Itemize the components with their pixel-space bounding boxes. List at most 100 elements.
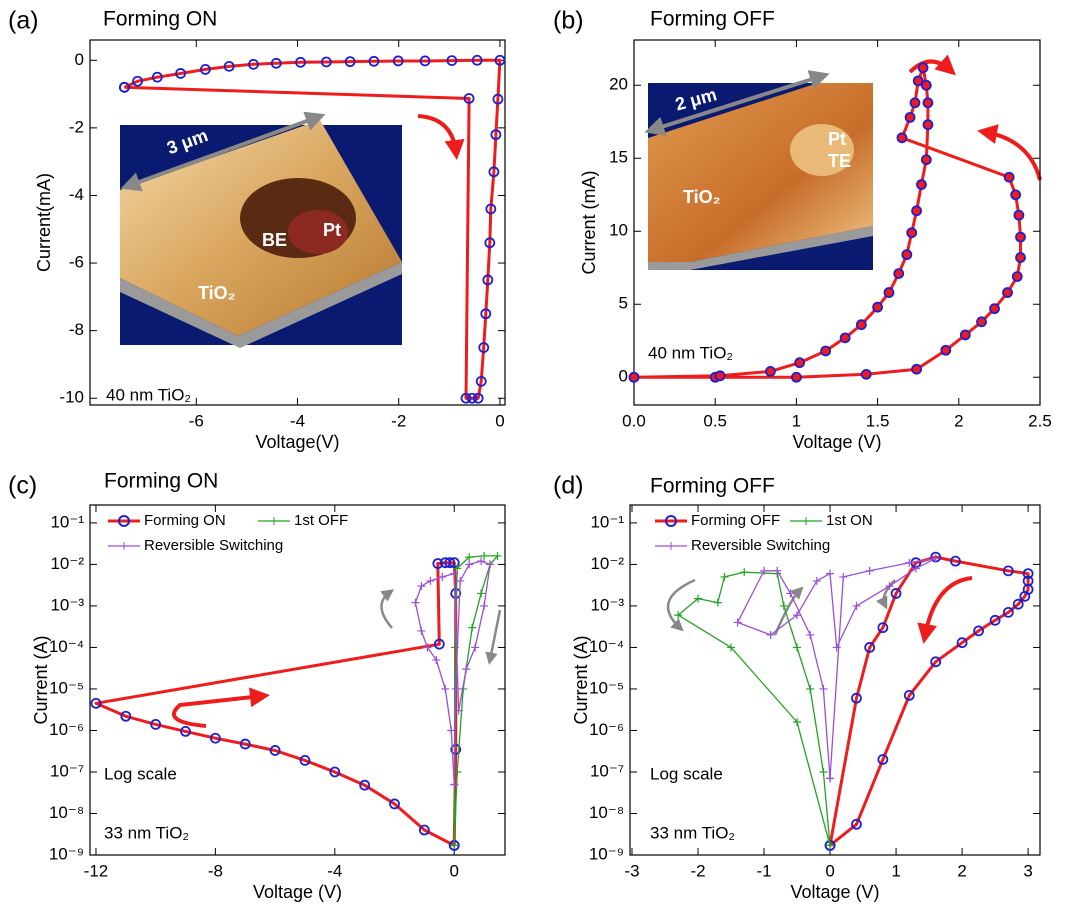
annotation: 40 nm TiO₂ bbox=[648, 343, 733, 362]
x-tick-label: 0.0 bbox=[622, 411, 646, 430]
y-axis-label: Current (A) bbox=[31, 635, 51, 724]
data-line bbox=[738, 558, 936, 778]
data-point bbox=[1016, 233, 1025, 242]
y-tick-label: 10⁻⁷ bbox=[50, 761, 84, 780]
data-point bbox=[906, 113, 915, 122]
y-tick-label: 10⁻⁶ bbox=[49, 720, 84, 739]
data-point bbox=[941, 346, 950, 355]
data-point bbox=[426, 577, 434, 585]
x-tick-label: 0 bbox=[450, 861, 459, 880]
y-axis-label: Current (A) bbox=[571, 635, 591, 724]
data-point bbox=[961, 330, 970, 339]
data-point bbox=[819, 685, 827, 693]
legend-label: Reversible Switching bbox=[691, 537, 830, 554]
x-axis-label: Voltage (V) bbox=[792, 432, 881, 452]
x-tick-label: 3 bbox=[1023, 861, 1032, 880]
panel-title: Forming ON bbox=[104, 470, 218, 493]
x-tick-label: 1 bbox=[891, 861, 900, 880]
data-point bbox=[477, 589, 485, 597]
data-point bbox=[1003, 288, 1012, 297]
data-point bbox=[852, 602, 860, 610]
x-tick-label: 0 bbox=[495, 411, 504, 430]
y-tick-label: 10⁻⁸ bbox=[49, 803, 84, 822]
legend-label: Reversible Switching bbox=[144, 537, 283, 554]
panel-label: (c) bbox=[8, 472, 37, 500]
y-tick-label: 10⁻¹ bbox=[590, 512, 624, 531]
data-point bbox=[1016, 253, 1025, 262]
data-point bbox=[740, 568, 748, 576]
data-point bbox=[1005, 173, 1014, 182]
x-tick-label: 2 bbox=[957, 861, 966, 880]
x-tick-label: -12 bbox=[84, 861, 109, 880]
data-point bbox=[821, 346, 830, 355]
panel-label: (a) bbox=[8, 7, 39, 35]
data-point bbox=[468, 624, 476, 632]
data-point bbox=[923, 120, 932, 129]
data-point bbox=[720, 573, 728, 581]
y-tick-label: 10⁻³ bbox=[590, 595, 624, 614]
y-tick-label: 10⁻⁹ bbox=[49, 844, 84, 863]
data-point bbox=[839, 573, 847, 581]
data-point bbox=[806, 631, 814, 639]
annotation: Log scale bbox=[650, 764, 723, 783]
data-point bbox=[793, 643, 801, 651]
figure: (a)Forming ONVoltage(V)Current(mA)-6-4-2… bbox=[0, 0, 1074, 913]
data-point bbox=[795, 358, 804, 367]
data-point bbox=[866, 567, 874, 575]
data-point bbox=[912, 206, 921, 215]
y-axis-label: Current(mA) bbox=[34, 173, 54, 272]
data-point bbox=[897, 133, 906, 142]
panel-title: Forming ON bbox=[103, 8, 217, 31]
data-point bbox=[462, 665, 470, 673]
annotation: Log scale bbox=[104, 764, 177, 783]
x-tick-label: -4 bbox=[290, 411, 305, 430]
data-point bbox=[471, 643, 479, 651]
y-tick-label: 10⁻³ bbox=[50, 595, 84, 614]
data-point bbox=[857, 320, 866, 329]
data-point bbox=[907, 228, 916, 237]
data-point bbox=[922, 81, 931, 90]
y-tick-label: 10⁻⁴ bbox=[49, 637, 84, 656]
y-axis-label: Current (mA) bbox=[579, 170, 599, 274]
data-point bbox=[480, 602, 488, 610]
x-tick-label: 2.5 bbox=[1028, 411, 1052, 430]
data-point bbox=[922, 155, 931, 164]
y-tick-label: -10 bbox=[59, 388, 84, 407]
x-tick-label: -2 bbox=[690, 861, 705, 880]
x-axis-label: Voltage (V) bbox=[790, 882, 879, 902]
x-tick-label: 0 bbox=[825, 861, 834, 880]
data-point bbox=[786, 589, 794, 597]
y-tick-label: 0 bbox=[619, 367, 628, 386]
data-point bbox=[977, 317, 986, 326]
data-point bbox=[910, 98, 919, 107]
legend-swatch bbox=[120, 542, 128, 550]
data-point bbox=[1011, 190, 1020, 199]
inset-a bbox=[120, 117, 402, 348]
data-point bbox=[862, 370, 871, 379]
x-axis-label: Voltage (V) bbox=[253, 882, 342, 902]
data-point bbox=[912, 365, 921, 374]
data-point bbox=[417, 627, 425, 635]
y-tick-label: 10⁻² bbox=[590, 554, 624, 573]
y-tick-label: 15 bbox=[609, 148, 628, 167]
data-point bbox=[894, 269, 903, 278]
data-point bbox=[806, 685, 814, 693]
data-point bbox=[714, 599, 722, 607]
y-tick-label: 10 bbox=[609, 221, 628, 240]
data-point bbox=[716, 371, 725, 380]
legend-label: 1st OFF bbox=[294, 512, 348, 529]
legend-label: Forming OFF bbox=[691, 512, 780, 529]
y-tick-label: 20 bbox=[609, 75, 628, 94]
legend-swatch bbox=[667, 542, 675, 550]
legend-label: 1st ON bbox=[826, 512, 873, 529]
data-point bbox=[630, 373, 639, 382]
y-tick-label: -8 bbox=[69, 320, 84, 339]
data-point bbox=[923, 98, 932, 107]
data-point bbox=[792, 373, 801, 382]
inset-label: TE bbox=[828, 151, 851, 171]
legend-swatch bbox=[802, 517, 810, 525]
data-point bbox=[1013, 272, 1022, 281]
data-line bbox=[415, 561, 490, 784]
x-tick-label: 0.5 bbox=[703, 411, 727, 430]
data-point bbox=[1014, 211, 1023, 220]
